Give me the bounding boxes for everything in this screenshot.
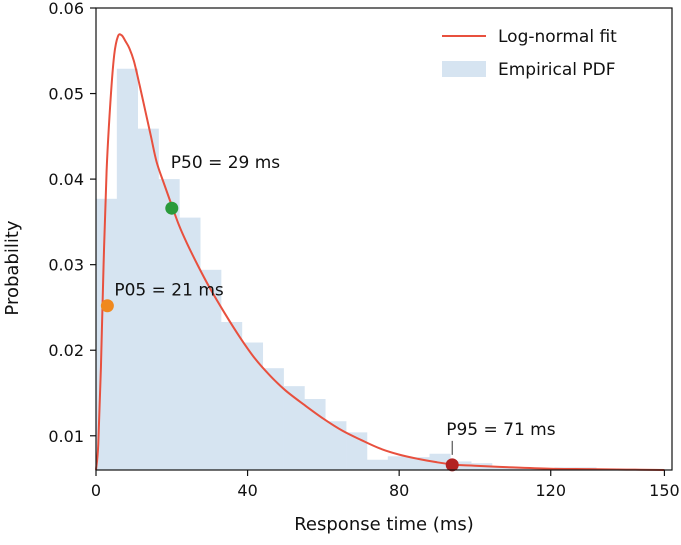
histogram-bar-19	[492, 467, 514, 470]
histogram-bar-9	[283, 386, 305, 470]
axes: 0 40 80 120 150 0.01 0.02 0.03 0.04 0.05 0.06	[48, 0, 679, 500]
histogram-bar-12	[346, 432, 368, 470]
histogram-bar-10	[304, 398, 326, 470]
x-tick-label: 0	[91, 481, 101, 500]
x-tick-label: 120	[535, 481, 566, 500]
histogram-bar-2	[137, 128, 159, 470]
histogram-bar-1	[116, 68, 138, 471]
plot-frame	[95, 7, 673, 471]
percentile-marker-p95	[445, 458, 459, 472]
histogram-bar-14	[387, 456, 409, 470]
log-normal-fit-line	[95, 33, 665, 471]
histogram-bar-7	[241, 342, 264, 470]
histogram-bar-3	[158, 179, 180, 471]
x-tick-label: 80	[389, 481, 409, 500]
legend: Log-normal fit Empirical PDF	[442, 27, 617, 80]
histogram-bar-8	[262, 368, 284, 470]
legend-swatch-patch	[442, 61, 486, 77]
x-tick-label: 150	[649, 481, 680, 500]
y-axis-title: Probability	[2, 220, 23, 315]
histogram-bar-4	[179, 217, 201, 470]
x-axis-title: Response time (ms)	[294, 514, 474, 535]
percentile-label-p50: P50 = 29 ms	[171, 153, 281, 173]
percentile-label-p05: P05 = 21 ms	[114, 281, 224, 301]
percentile-annotations: P05 = 21 ms P50 = 29 ms P95 = 71 ms	[100, 153, 556, 472]
legend-label: Empirical PDF	[498, 60, 616, 80]
y-tick-label: 0.04	[48, 170, 84, 189]
y-tick-label: 0.05	[48, 85, 84, 104]
percentile-marker-p05	[100, 299, 114, 313]
histogram-bar-6	[221, 321, 243, 470]
y-tick-label: 0.01	[48, 427, 84, 446]
histogram-bar-20	[512, 468, 534, 470]
histogram-bar-5	[200, 269, 222, 470]
y-tick-label: 0.06	[48, 0, 84, 18]
histogram-bar-13	[366, 459, 389, 470]
histogram-bar-11	[325, 421, 347, 470]
percentile-marker-p50	[165, 201, 179, 215]
legend-label: Log-normal fit	[498, 27, 617, 47]
y-tick-label: 0.02	[48, 341, 84, 360]
histogram-bar-0	[96, 198, 118, 471]
fit-curve-layer	[95, 33, 665, 471]
percentile-label-p95: P95 = 71 ms	[446, 420, 556, 440]
y-tick-label: 0.03	[48, 256, 84, 275]
x-tick-label: 40	[237, 481, 257, 500]
histogram-bars	[96, 68, 618, 471]
